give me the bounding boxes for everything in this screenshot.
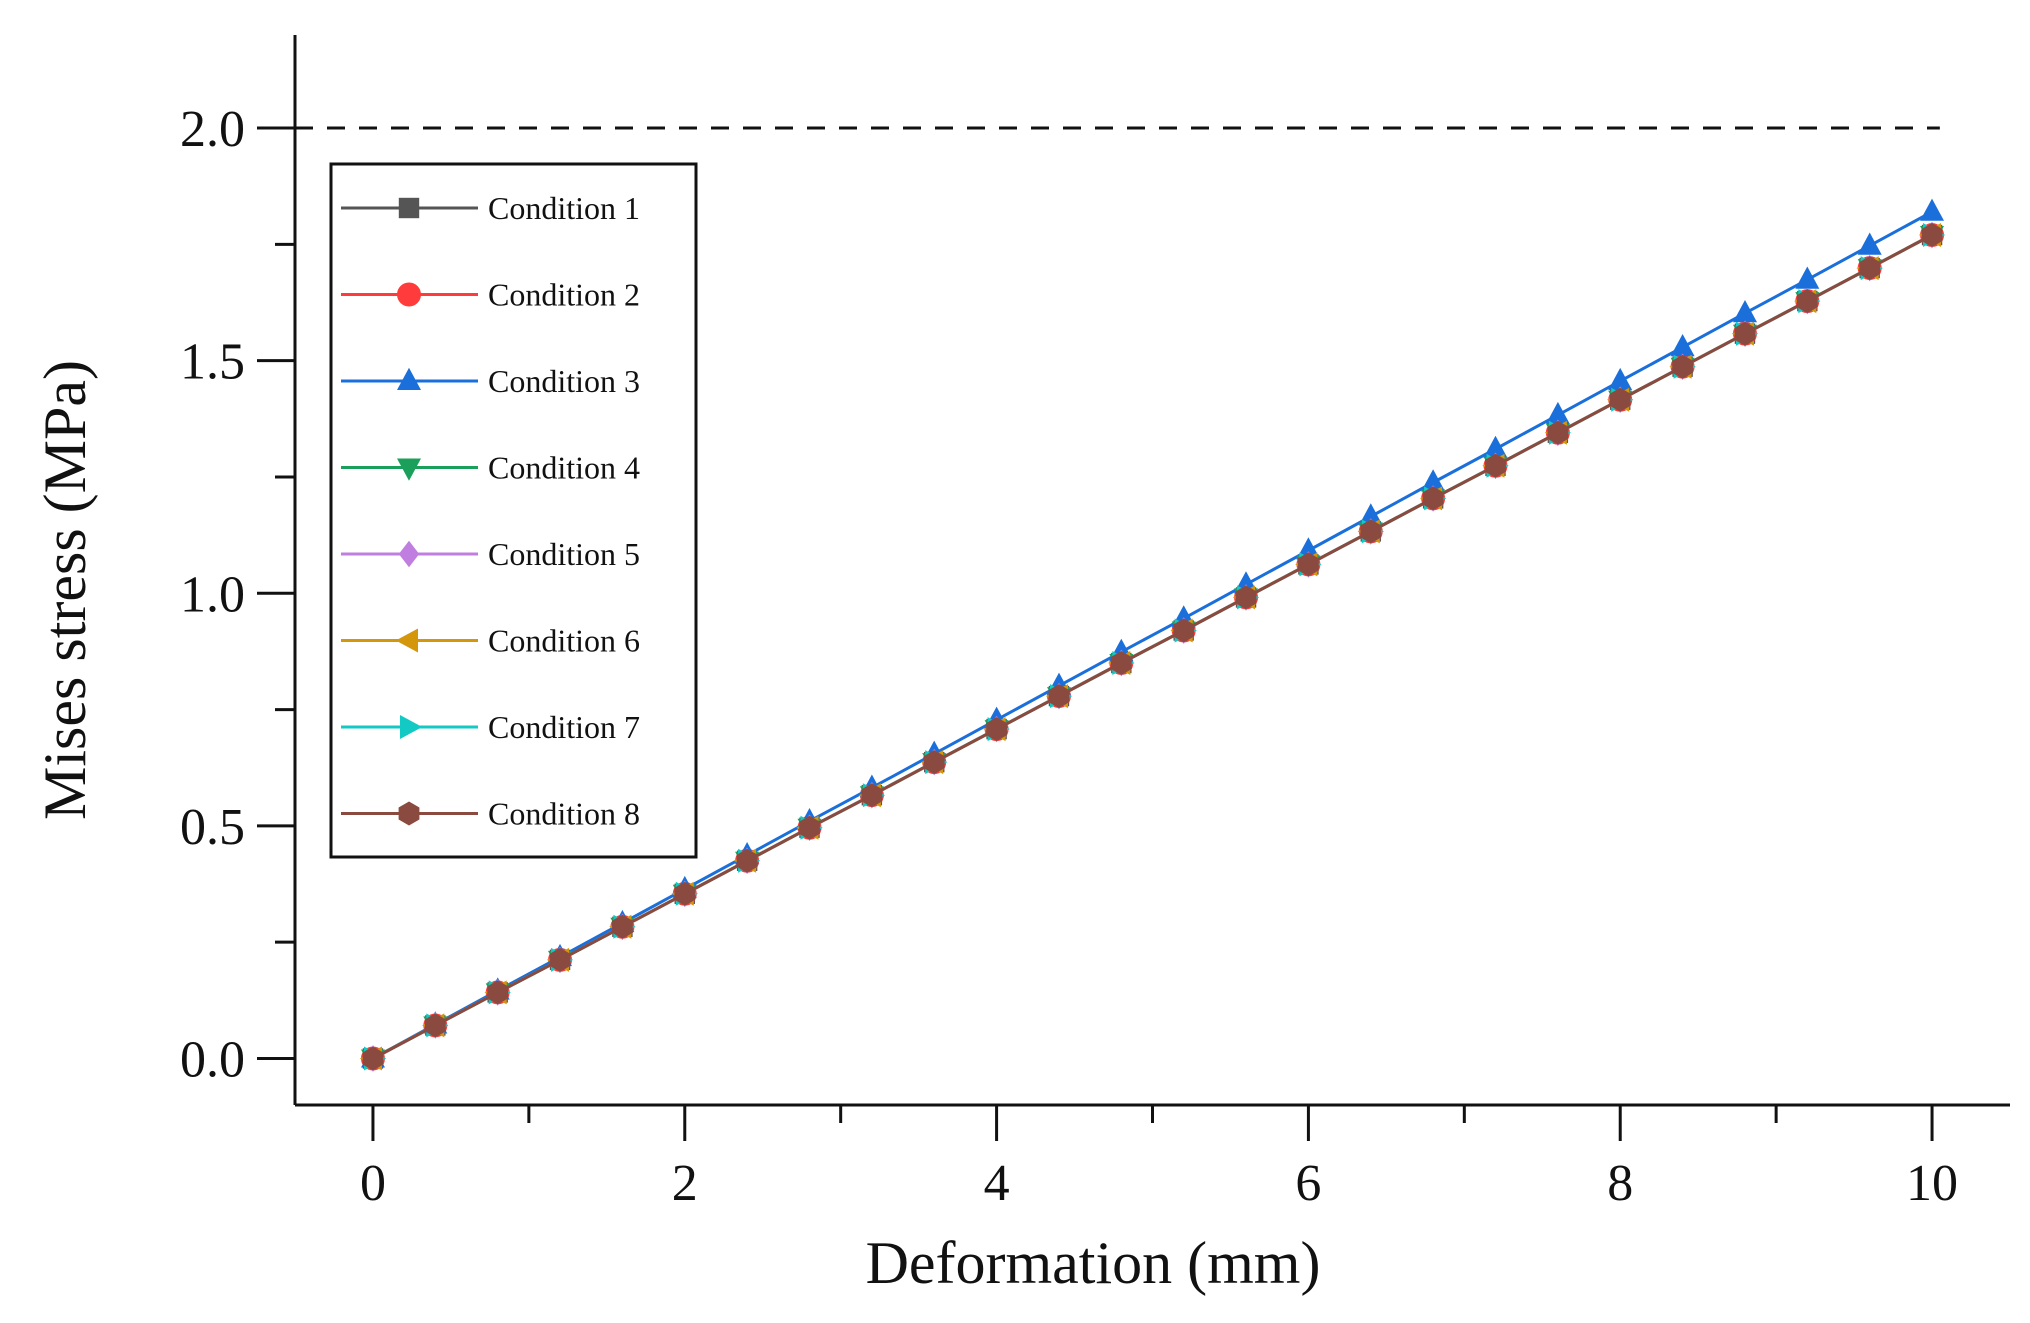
data-point bbox=[1857, 232, 1882, 255]
x-axis-title: Deformation (mm) bbox=[866, 1230, 1321, 1296]
data-point bbox=[362, 1046, 384, 1071]
data-point bbox=[1795, 266, 1820, 289]
data-point bbox=[1173, 618, 1195, 643]
data-point bbox=[861, 783, 883, 808]
legend-label: Condition 2 bbox=[488, 277, 640, 313]
data-point bbox=[487, 980, 509, 1005]
data-point bbox=[986, 717, 1007, 742]
data-point bbox=[1422, 486, 1444, 511]
legend: Condition 1 Condition 2 Condition 3 Conditi… bbox=[329, 162, 698, 859]
legend-marker bbox=[400, 715, 423, 739]
data-point bbox=[1547, 420, 1569, 445]
x-tick-label: 6 bbox=[1295, 1155, 1321, 1212]
series-8 bbox=[362, 223, 1943, 1071]
data-point bbox=[612, 914, 633, 939]
legend-label: Condition 1 bbox=[488, 190, 640, 226]
data-point bbox=[549, 947, 571, 972]
data-point bbox=[1734, 321, 1756, 346]
legend-label: Condition 4 bbox=[488, 450, 640, 486]
data-point bbox=[1733, 300, 1757, 323]
data-point bbox=[1360, 519, 1382, 544]
legend-label: Condition 6 bbox=[488, 623, 640, 659]
x-tick-label: 4 bbox=[984, 1155, 1010, 1212]
legend-marker bbox=[395, 628, 418, 653]
legend-marker bbox=[397, 458, 421, 481]
data-point bbox=[1859, 256, 1881, 281]
data-point bbox=[1483, 435, 1508, 458]
data-point bbox=[1672, 354, 1693, 379]
data-point bbox=[424, 1013, 446, 1038]
legend-label: Condition 8 bbox=[488, 796, 640, 832]
series-layer bbox=[359, 198, 1946, 1072]
data-point bbox=[1920, 198, 1944, 221]
legend-marker bbox=[398, 801, 420, 826]
data-point bbox=[1358, 503, 1383, 526]
legend-label: Condition 5 bbox=[488, 536, 640, 572]
data-point bbox=[1298, 552, 1319, 577]
data-point bbox=[923, 750, 945, 775]
data-point bbox=[674, 881, 696, 906]
data-point bbox=[1296, 537, 1321, 560]
legend-label: Condition 7 bbox=[488, 709, 640, 745]
data-point bbox=[1485, 453, 1506, 478]
data-point bbox=[1545, 401, 1570, 425]
x-tick-label: 0 bbox=[360, 1155, 386, 1212]
axes: 0.0 0.5 1.0 1.5 2.0 0 2 4 6 8 10 bbox=[180, 35, 2010, 1212]
series-line bbox=[372, 210, 1933, 1060]
y-tick-label: 2.0 bbox=[180, 101, 245, 158]
y-tick-label: 0.5 bbox=[180, 799, 245, 856]
legend-label: Condition 3 bbox=[488, 363, 640, 399]
x-tick-label: 8 bbox=[1607, 1155, 1633, 1212]
legend-marker bbox=[397, 282, 421, 307]
y-tick-label: 0.0 bbox=[180, 1031, 245, 1088]
y-axis-title: Mises stress (MPa) bbox=[32, 360, 98, 820]
x-tick-label: 2 bbox=[672, 1155, 698, 1212]
data-point bbox=[1796, 289, 1818, 314]
data-point bbox=[1048, 684, 1070, 709]
data-point bbox=[1609, 387, 1631, 412]
legend-box bbox=[329, 162, 698, 859]
x-tick-label: 10 bbox=[1906, 1155, 1958, 1212]
y-tick-label: 1.0 bbox=[180, 566, 245, 623]
data-point bbox=[1921, 223, 1943, 247]
data-point bbox=[1421, 469, 1446, 492]
legend-marker bbox=[398, 197, 420, 219]
legend-marker bbox=[397, 367, 421, 390]
data-point bbox=[1670, 334, 1695, 357]
legend-marker bbox=[398, 540, 420, 568]
data-point bbox=[799, 815, 820, 840]
data-point bbox=[1608, 367, 1633, 391]
data-point bbox=[736, 848, 758, 873]
y-tick-label: 1.5 bbox=[180, 334, 245, 391]
data-point bbox=[1235, 585, 1257, 610]
data-point bbox=[1110, 651, 1132, 675]
